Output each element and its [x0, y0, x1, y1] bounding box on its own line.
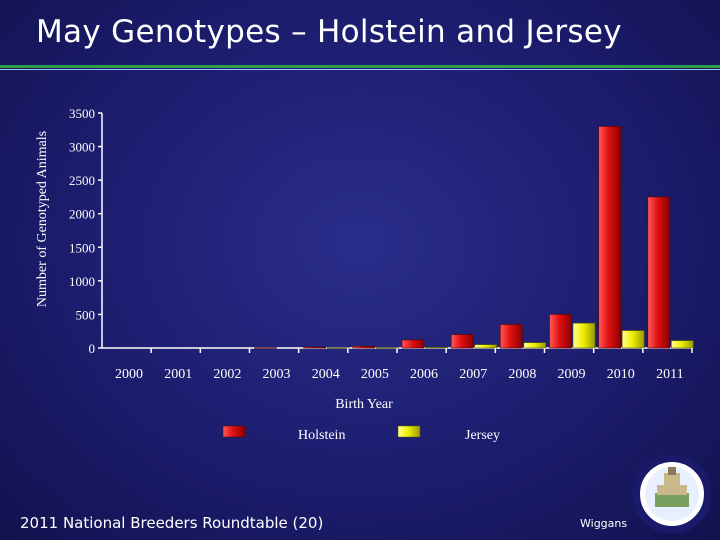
y-tick-label: 1000 — [69, 274, 95, 289]
bar-holstein-2011 — [647, 196, 671, 349]
x-axis-label: Birth Year — [335, 397, 393, 412]
bar-jersey-2006 — [425, 347, 448, 349]
title-rule-blue — [0, 69, 720, 70]
bar-jersey-2007 — [474, 344, 497, 349]
legend-label-holstein: Holstein — [298, 428, 345, 443]
y-tick-label: 1500 — [69, 240, 95, 255]
x-tick-label: 2000 — [115, 367, 143, 382]
y-tick-label: 3500 — [69, 106, 95, 121]
x-tick-label: 2005 — [361, 367, 389, 382]
x-tick-label: 2009 — [558, 367, 586, 382]
bar-jersey-2005 — [376, 347, 399, 349]
bar-jersey-2009 — [572, 322, 596, 349]
bar-holstein-2010 — [598, 126, 621, 349]
bar-jersey-2008 — [523, 342, 547, 349]
y-axis-label: Number of Genotyped Animals — [35, 131, 50, 307]
aip-seal-logo — [633, 455, 711, 533]
title-rule-green — [0, 65, 720, 68]
y-tick-label: 500 — [76, 307, 96, 322]
y-tick-label: 2500 — [69, 173, 95, 188]
x-tick-label: 2006 — [410, 367, 438, 382]
x-tick-label: 2003 — [263, 367, 291, 382]
y-tick-label: 2000 — [69, 207, 95, 222]
x-tick-label: 2011 — [656, 367, 683, 382]
bar-jersey-2010 — [621, 330, 645, 349]
y-tick-label: 0 — [89, 341, 96, 356]
x-tick-label: 2004 — [312, 367, 340, 382]
slide-title: May Genotypes – Holstein and Jersey — [36, 14, 622, 50]
bar-holstein-2006 — [401, 339, 425, 349]
bar-holstein-2004 — [303, 346, 326, 349]
y-tick-label: 3000 — [69, 140, 95, 155]
legend-swatch-jersey — [397, 425, 421, 438]
bar-holstein-2003 — [254, 347, 277, 349]
bar-holstein-2007 — [450, 334, 474, 349]
bar-jersey-2011 — [671, 340, 694, 349]
bar-jersey-2004 — [326, 347, 350, 349]
chart-legend: Holstein Jersey — [222, 425, 500, 443]
legend-label-jersey: Jersey — [465, 428, 500, 443]
footer-author: Wiggans — [580, 517, 628, 530]
bar-holstein-2008 — [500, 324, 523, 349]
x-tick-label: 2001 — [164, 367, 192, 382]
legend-swatch-holstein — [222, 425, 246, 438]
x-tick-label: 2008 — [508, 367, 536, 382]
x-tick-label: 2010 — [607, 367, 635, 382]
x-tick-label: 2002 — [213, 367, 241, 382]
x-tick-label: 2007 — [459, 367, 487, 382]
bar-holstein-2009 — [549, 314, 572, 349]
footer-event-label: 2011 National Breeders Roundtable (20) — [20, 514, 324, 532]
bar-holstein-2005 — [352, 346, 376, 349]
